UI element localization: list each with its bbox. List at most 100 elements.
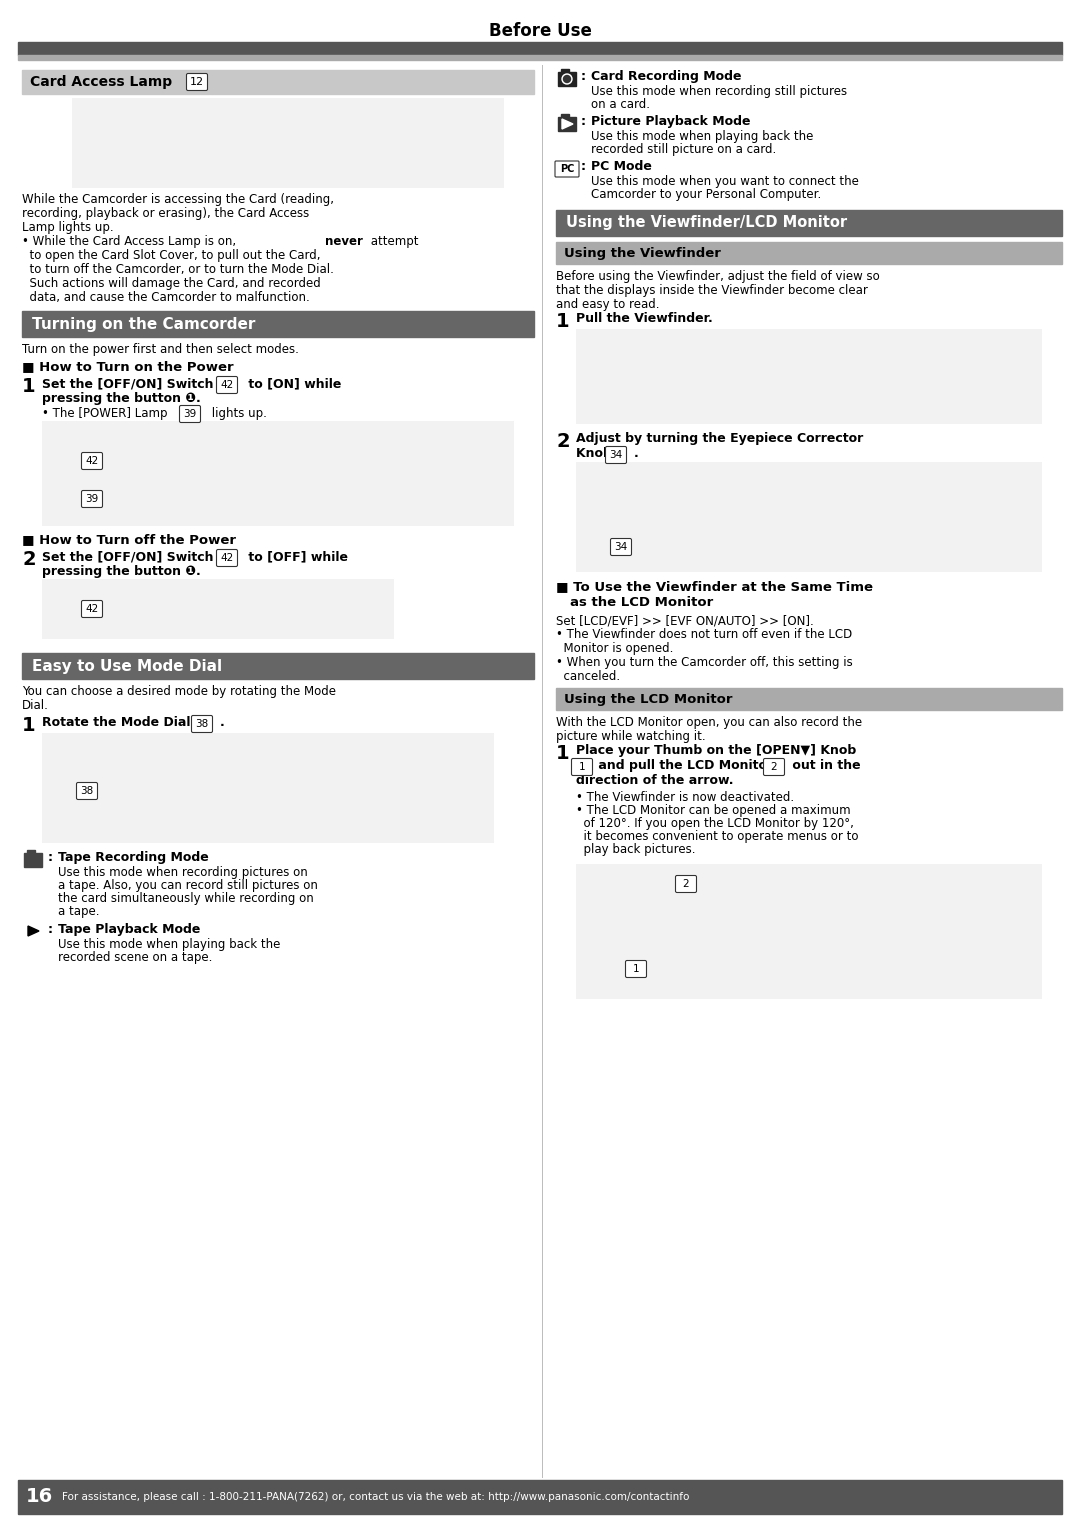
Text: 42: 42 [85,604,98,614]
Text: .: . [634,447,638,460]
Bar [72,98,504,188]
FancyBboxPatch shape [606,446,626,464]
FancyBboxPatch shape [555,161,579,178]
Text: PC: PC [559,164,575,175]
Text: Use this mode when recording pictures on: Use this mode when recording pictures on [58,866,308,879]
Text: canceled.: canceled. [556,669,620,683]
FancyBboxPatch shape [625,961,647,977]
Text: • When you turn the Camcorder off, this setting is: • When you turn the Camcorder off, this … [556,656,853,669]
Text: and pull the LCD Monitor: and pull the LCD Monitor [594,758,778,772]
Text: 2: 2 [556,432,569,450]
Text: on a card.: on a card. [591,98,650,110]
Bar [23,924,43,938]
FancyBboxPatch shape [81,490,103,507]
Bar [558,72,576,86]
Text: recording, playback or erasing), the Card Access: recording, playback or erasing), the Car… [22,207,309,221]
Text: Easy to Use Mode Dial: Easy to Use Mode Dial [32,659,222,674]
Bar [576,329,1042,424]
Text: that the displays inside the Viewfinder become clear: that the displays inside the Viewfinder … [556,283,868,297]
Text: Use this mode when playing back the: Use this mode when playing back the [591,130,813,142]
Text: direction of the arrow.: direction of the arrow. [576,774,733,787]
Text: ■ How to Turn on the Power: ■ How to Turn on the Power [22,360,233,372]
Text: Dial.: Dial. [22,699,49,712]
Bar [23,924,43,938]
Circle shape [564,75,570,83]
Text: ■ How to Turn off the Power: ■ How to Turn off the Power [22,533,237,545]
Circle shape [562,74,572,84]
Text: • The Viewfinder does not turn off even if the LCD: • The Viewfinder does not turn off even … [556,628,852,640]
Text: Set the [OFF/ON] Switch: Set the [OFF/ON] Switch [42,550,218,562]
Text: Picture Playback Mode: Picture Playback Mode [591,115,751,129]
Text: Tape Playback Mode: Tape Playback Mode [58,922,201,936]
Text: lights up.: lights up. [208,408,267,420]
Text: pressing the button ❶.: pressing the button ❶. [42,565,201,578]
Text: of 120°. If you open the LCD Monitor by 120°,: of 120°. If you open the LCD Monitor by … [576,817,854,830]
Bar [42,421,514,525]
Bar [27,850,35,855]
Text: PC Mode: PC Mode [591,159,652,173]
Text: Camcorder to your Personal Computer.: Camcorder to your Personal Computer. [591,188,821,201]
FancyBboxPatch shape [179,406,201,423]
Text: :: : [581,70,586,83]
Bar [576,864,1042,999]
Text: as the LCD Monitor: as the LCD Monitor [570,596,713,610]
Bar [22,70,534,93]
FancyBboxPatch shape [77,783,97,800]
Bar [18,41,1062,55]
Text: Before Use: Before Use [488,21,592,40]
Bar [561,69,569,74]
FancyBboxPatch shape [610,539,632,556]
Text: Using the Viewfinder/LCD Monitor: Using the Viewfinder/LCD Monitor [566,216,847,230]
Text: .: . [220,715,225,729]
Text: 42: 42 [220,380,233,391]
Text: ■ To Use the Viewfinder at the Same Time: ■ To Use the Viewfinder at the Same Time [556,581,873,593]
Text: the card simultaneously while recording on: the card simultaneously while recording … [58,892,314,905]
Text: 1: 1 [556,313,569,331]
FancyBboxPatch shape [81,452,103,469]
Text: Turn on the power first and then select modes.: Turn on the power first and then select … [22,343,299,355]
Text: While the Camcorder is accessing the Card (reading,: While the Camcorder is accessing the Car… [22,193,334,205]
Bar [42,579,394,639]
FancyBboxPatch shape [675,875,697,893]
Text: 1: 1 [579,761,585,772]
Text: Use this mode when you want to connect the: Use this mode when you want to connect t… [591,175,859,188]
Text: it becomes convenient to operate menus or to: it becomes convenient to operate menus o… [576,830,859,843]
Text: Lamp lights up.: Lamp lights up. [22,221,113,234]
Text: :: : [581,159,586,173]
Text: • While the Card Access Lamp is on,: • While the Card Access Lamp is on, [22,234,240,248]
Text: Such actions will damage the Card, and recorded: Such actions will damage the Card, and r… [22,277,321,290]
Text: • The Viewfinder is now deactivated.: • The Viewfinder is now deactivated. [576,791,794,804]
Text: Card Recording Mode: Card Recording Mode [591,70,742,83]
Text: Knob: Knob [576,447,617,460]
Text: Set the [OFF/ON] Switch: Set the [OFF/ON] Switch [42,377,218,391]
Text: picture while watching it.: picture while watching it. [556,731,705,743]
FancyBboxPatch shape [216,550,238,567]
Text: to [ON] while: to [ON] while [244,377,341,391]
Text: to turn off the Camcorder, or to turn the Mode Dial.: to turn off the Camcorder, or to turn th… [22,264,334,276]
Bar [18,1480,1062,1514]
Text: 42: 42 [220,553,233,562]
Text: 2: 2 [771,761,778,772]
Text: Set [LCD/EVF] >> [EVF ON/AUTO] >> [ON].: Set [LCD/EVF] >> [EVF ON/AUTO] >> [ON]. [556,614,813,627]
FancyBboxPatch shape [187,74,207,90]
Text: 1: 1 [22,715,36,735]
Text: You can choose a desired mode by rotating the Mode: You can choose a desired mode by rotatin… [22,685,336,699]
Bar [556,688,1062,709]
Text: Pull the Viewfinder.: Pull the Viewfinder. [576,313,713,325]
Polygon shape [28,925,39,936]
Bar [42,732,494,843]
Text: Use this mode when recording still pictures: Use this mode when recording still pictu… [591,84,847,98]
Text: 1: 1 [633,964,639,974]
Bar [576,463,1042,571]
Bar [556,210,1062,236]
Text: For assistance, please call : 1-800-211-PANA(7262) or, contact us via the web at: For assistance, please call : 1-800-211-… [62,1492,689,1501]
Text: :: : [581,115,586,129]
Bar [22,653,534,679]
Text: 34: 34 [615,542,627,552]
Text: out in the: out in the [788,758,861,772]
Text: data, and cause the Camcorder to malfunction.: data, and cause the Camcorder to malfunc… [22,291,310,303]
Text: With the LCD Monitor open, you can also record the: With the LCD Monitor open, you can also … [556,715,862,729]
Text: Rotate the Mode Dial: Rotate the Mode Dial [42,715,194,729]
Text: Turning on the Camcorder: Turning on the Camcorder [32,317,255,331]
Text: recorded scene on a tape.: recorded scene on a tape. [58,951,213,964]
